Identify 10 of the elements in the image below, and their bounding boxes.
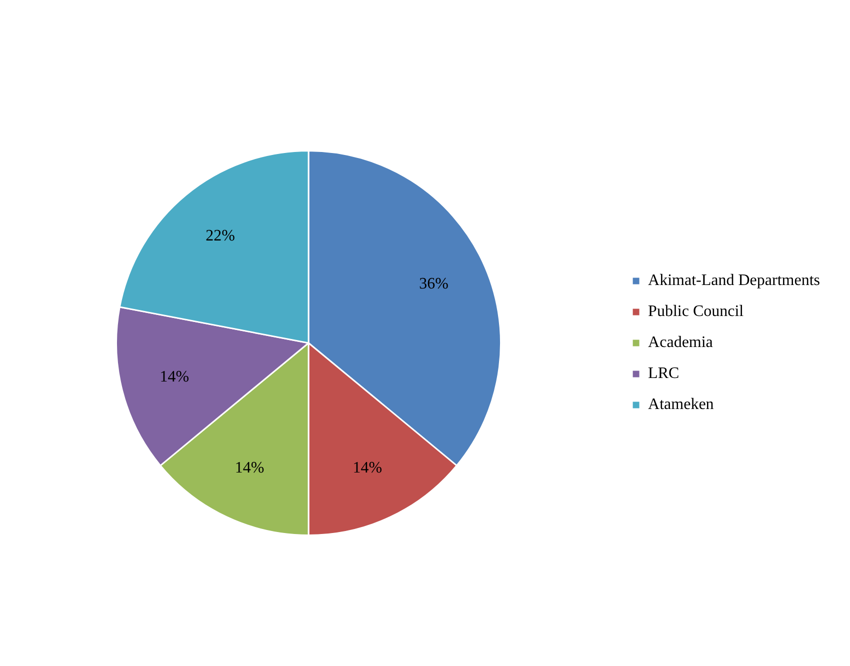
legend-label: Academia: [648, 334, 713, 352]
legend-label: LRC: [648, 365, 680, 382]
legend-label: Atameken: [648, 396, 714, 414]
data-label: 14%: [160, 368, 190, 386]
legend-label: Akimat-Land Departments: [648, 272, 820, 290]
data-label: 22%: [206, 228, 235, 245]
data-label: 36%: [419, 275, 448, 292]
data-label: 14%: [352, 459, 382, 476]
data-label: 14%: [234, 459, 264, 476]
legend-label: Public Council: [648, 303, 744, 320]
